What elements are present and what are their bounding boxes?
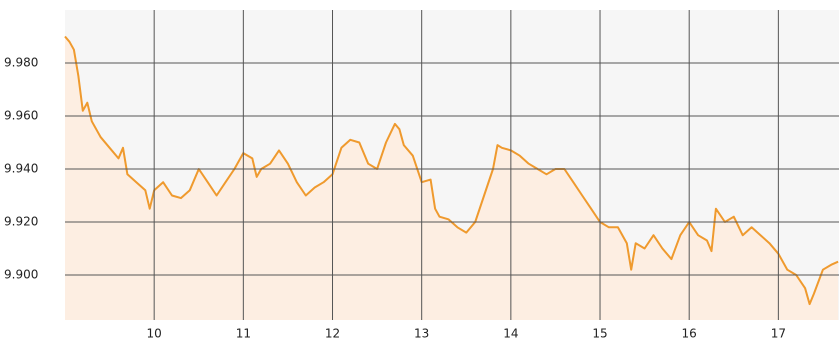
y-tick-label: 9.960: [4, 108, 38, 122]
y-tick-label: 9.900: [4, 267, 38, 281]
x-tick-label: 12: [325, 327, 340, 341]
y-tick-label: 9.980: [4, 55, 38, 69]
line: [64, 35, 839, 306]
x-tick-label: 17: [771, 327, 786, 341]
x-tick-label: 13: [414, 327, 429, 341]
x-tick-label: 14: [503, 327, 518, 341]
x-tick-label: 16: [682, 327, 697, 341]
x-tick-label: 11: [236, 327, 251, 341]
y-tick-label: 9.940: [4, 161, 38, 175]
y-tick-label: 9.920: [4, 214, 38, 228]
x-tick-label: 15: [592, 327, 607, 341]
x-tick-label: 10: [147, 327, 162, 341]
